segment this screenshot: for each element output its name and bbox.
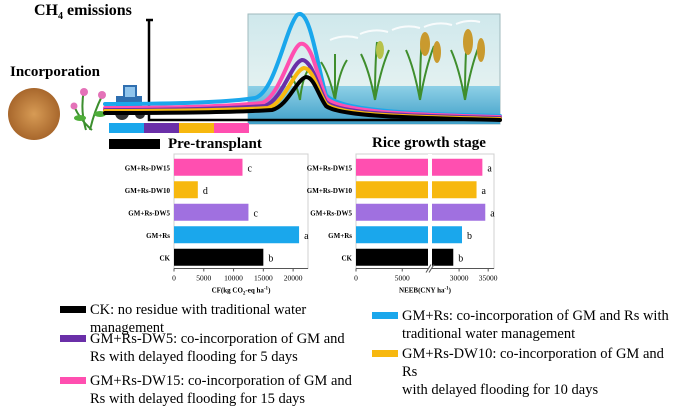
bar-gm-rs: [356, 226, 462, 244]
legend-text-gm-rs: GM+Rs: co-incorporation of GM and Rs wit…: [402, 308, 669, 342]
category-label: GM+Rs: [146, 232, 170, 240]
x-tick-label: 0: [354, 274, 358, 283]
significance-letter: a: [487, 163, 492, 174]
category-label: GM+Rs-DW10: [307, 187, 353, 195]
significance-letter: a: [482, 186, 487, 197]
axis-break-mark: [428, 264, 435, 273]
x-axis-label: NEEB(CNY ha-1): [399, 287, 452, 295]
ch4-axis: [147, 20, 500, 122]
bar-ck: [356, 248, 454, 266]
legend-text-gm-rs-dw10: GM+Rs-DW10: co-incorporation of GM and R…: [402, 346, 664, 398]
significance-letter: a: [490, 208, 495, 219]
bar-gm-rs-dw15: [174, 158, 243, 176]
pre-transplant-label: Pre-transplant: [168, 136, 262, 152]
category-label: GM+Rs-DW5: [310, 209, 352, 217]
cf-bar-chart: GM+Rs-DW15 c GM+Rs-DW10 d GM+Rs-DW5 c GM+Rs a CK…: [125, 153, 309, 297]
legend-swatch-gm-rs-dw15: [60, 377, 86, 384]
bar-gm-rs-dw5: [356, 203, 486, 221]
legend-swatch-gm-rs-dw5: [60, 335, 86, 342]
curve-ck: [103, 74, 502, 122]
legend-text-gm-rs-dw15: GM+Rs-DW15: co-incorporation of GM and Rs…: [90, 373, 352, 407]
category-label: GM+Rs-DW5: [128, 209, 170, 217]
bar-gm-rs: [174, 226, 300, 244]
category-label: GM+Rs-DW15: [307, 164, 353, 172]
neeb-bar-chart: GM+Rs-DW15 a GM+Rs-DW10 a GM+Rs-DW5 a GM+Rs b CK…: [307, 153, 498, 295]
significance-letter: b: [268, 253, 273, 264]
significance-letter: c: [253, 208, 258, 219]
ch4-emissions-title: CH4 emissions: [34, 2, 132, 23]
legend-text-gm-rs-dw5: GM+Rs-DW5: co-incorporation of GM and Rs …: [90, 331, 345, 365]
soil-residue-icon: [8, 88, 60, 140]
category-label: GM+Rs-DW10: [125, 187, 171, 195]
legend-swatch-gm-rs: [372, 312, 398, 319]
bar-gm-rs-dw10: [356, 181, 477, 199]
legend-text-ck: CK: no residue with traditional water ma…: [90, 302, 307, 336]
x-tick-label: 10000: [224, 274, 243, 283]
axis-break: [428, 154, 432, 273]
significance-letter: c: [247, 163, 252, 174]
category-label: CK: [160, 254, 171, 262]
bar-gm-rs-dw10: [174, 181, 198, 199]
x-tick-label: 35000: [479, 274, 498, 283]
ch4-emission-curves: [103, 12, 502, 122]
x-tick-label: 0: [172, 274, 176, 283]
incorporation-title: Incorporation: [10, 64, 100, 80]
x-tick-label: 30000: [450, 274, 469, 283]
bar-gm-rs-dw15: [356, 158, 483, 176]
x-tick-label: 15000: [254, 274, 273, 283]
significance-letter: b: [458, 253, 463, 264]
category-label: GM+Rs: [328, 232, 352, 240]
legend-swatch-gm-rs-dw10: [372, 350, 398, 357]
green-manure-plant-icon: [70, 88, 106, 131]
x-tick-label: 5000: [395, 274, 410, 283]
legend-swatch-ck: [60, 306, 86, 313]
schematic-illustration: [8, 12, 502, 149]
significance-letter: b: [467, 231, 472, 242]
pre-transplant-bar: [109, 139, 160, 149]
axis-break-mark: [425, 264, 432, 273]
x-tick-label: 5000: [196, 274, 211, 283]
significance-letter: d: [203, 186, 208, 197]
bar-gm-rs-dw5: [174, 203, 249, 221]
category-label: CK: [342, 254, 353, 262]
bar-ck: [174, 248, 264, 266]
x-tick-label: 20000: [284, 274, 303, 283]
significance-letter: a: [304, 231, 309, 242]
treatment-color-strip: [109, 123, 249, 133]
category-label: GM+Rs-DW15: [125, 164, 171, 172]
rice-growth-stage-label: Rice growth stage: [372, 135, 486, 151]
x-axis-label: CF(kg CO2-eq ha-1): [212, 287, 271, 297]
